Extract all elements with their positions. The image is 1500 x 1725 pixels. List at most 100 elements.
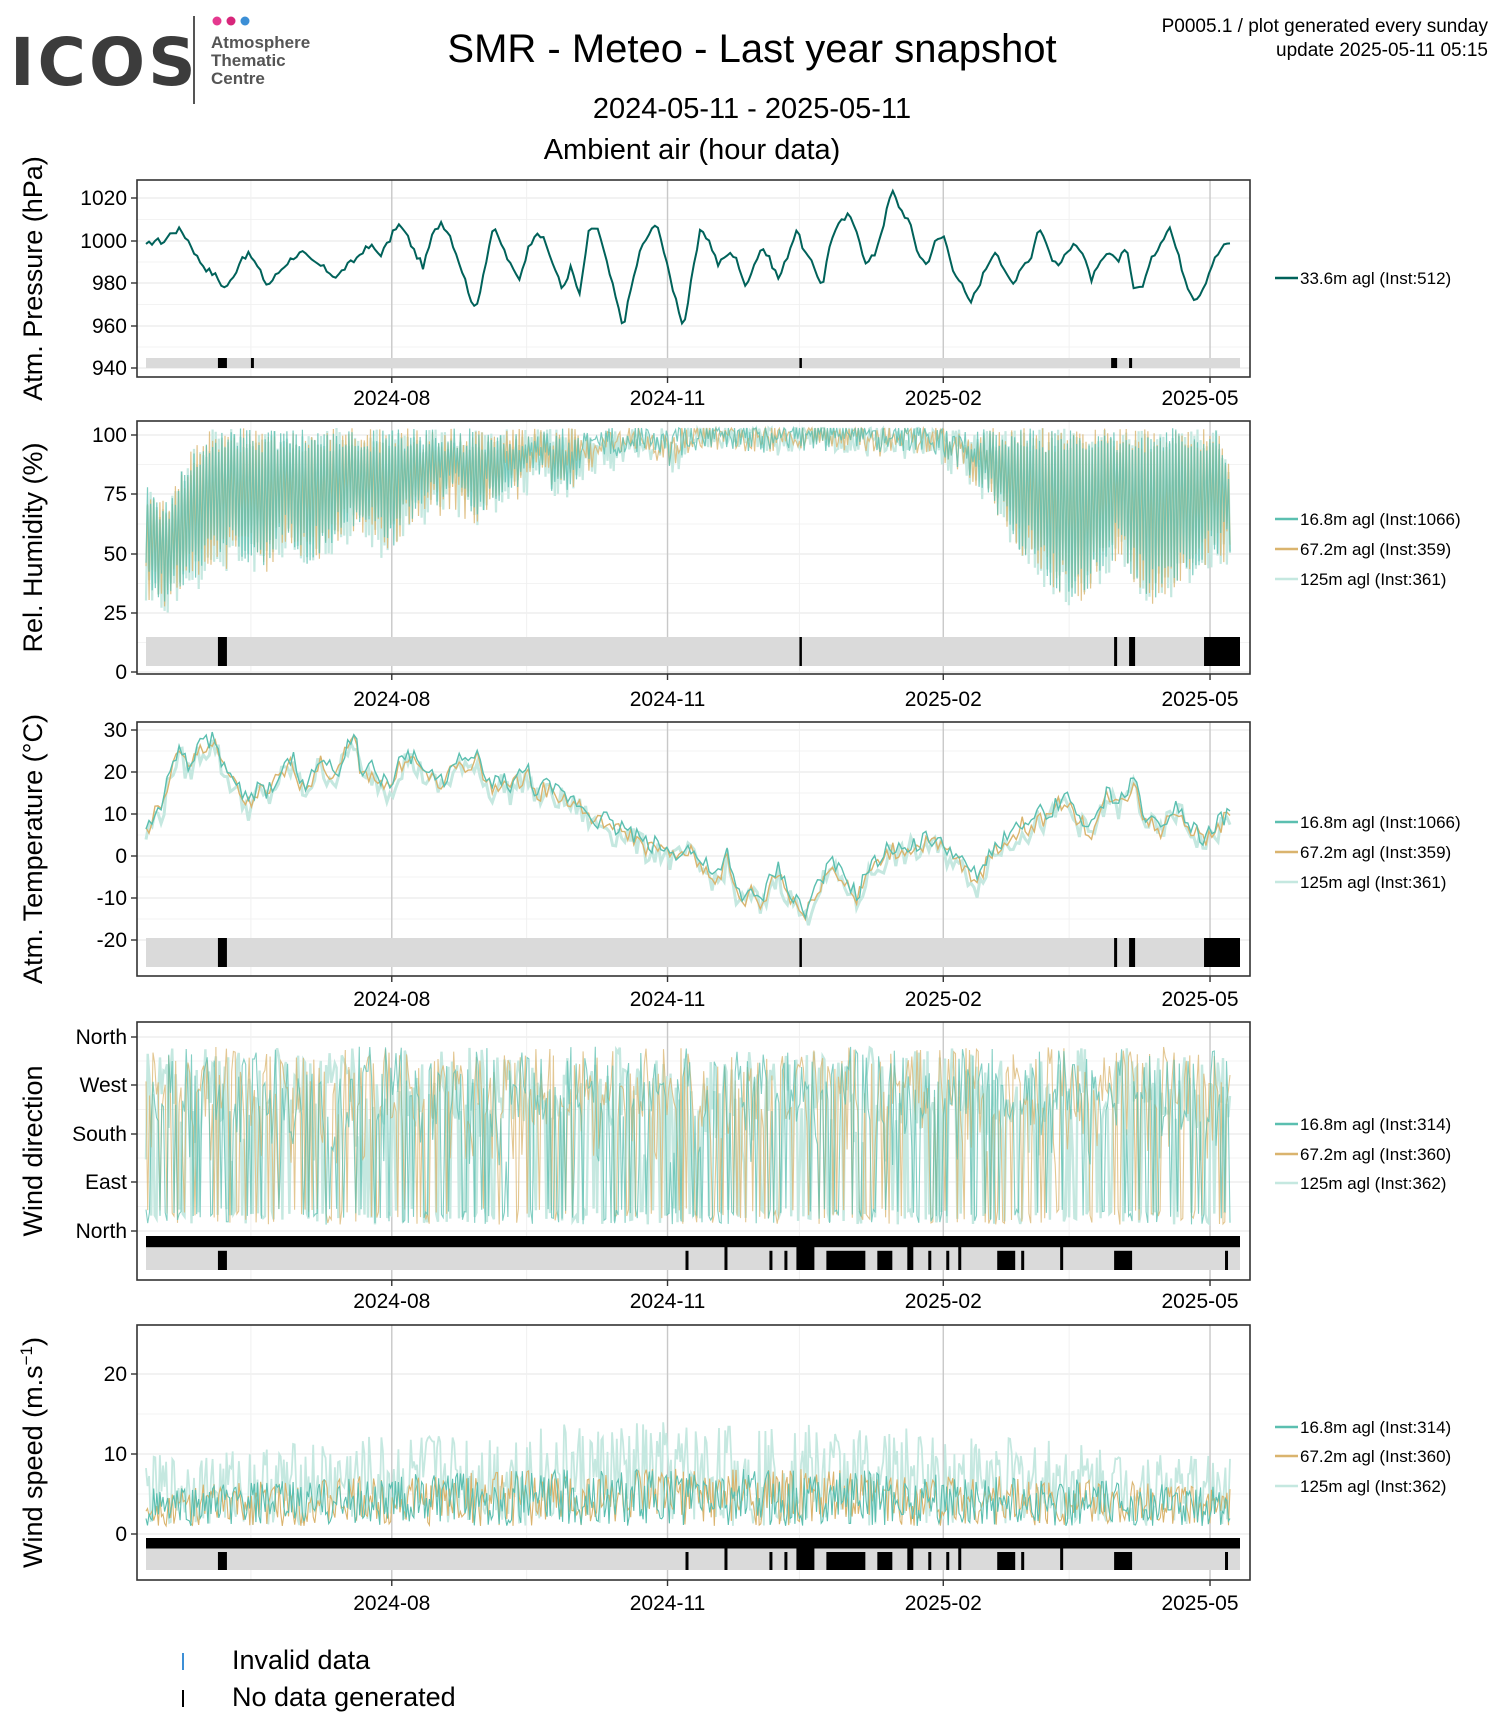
y-axis-label: Wind direction bbox=[18, 1065, 48, 1236]
no-data-mark bbox=[217, 1552, 227, 1570]
x-tick-label: 2024-11 bbox=[630, 1290, 706, 1313]
x-tick-label: 2024-08 bbox=[353, 1592, 430, 1615]
y-tick-label: 10 bbox=[104, 803, 127, 826]
y-tick-label: 20 bbox=[104, 761, 127, 784]
x-tick-label: 2025-02 bbox=[905, 688, 982, 711]
legend-label: 125m agl (Inst:362) bbox=[1300, 1174, 1446, 1193]
y-tick-label: 0 bbox=[115, 845, 127, 868]
no-data-mark bbox=[826, 1250, 866, 1270]
panel-1: 1020 1000 980 960 940 2024-08 2024-11 2025-02 20… bbox=[18, 156, 1451, 410]
logo-dot-icon bbox=[226, 16, 236, 26]
logo-line3: Centre bbox=[211, 69, 265, 88]
legend-label: 125m agl (Inst:362) bbox=[1300, 1477, 1446, 1496]
no-data-mark bbox=[1114, 1250, 1133, 1270]
no-data-mark bbox=[146, 1236, 1240, 1248]
no-data-mark bbox=[1204, 938, 1240, 967]
y-tick-label: 30 bbox=[104, 719, 127, 742]
series-line-temperature-s16 bbox=[145, 731, 1231, 921]
chart-title: SMR - Meteo - Last year snapshot bbox=[447, 27, 1056, 71]
no-data-mark bbox=[796, 1540, 815, 1570]
no-data-mark bbox=[799, 358, 802, 368]
logo-divider bbox=[193, 16, 195, 104]
y-tick-label: 960 bbox=[92, 315, 127, 338]
no-data-mark bbox=[1114, 938, 1118, 967]
series-line-temperature-s67 bbox=[145, 733, 1231, 922]
x-tick-label: 2025-02 bbox=[905, 1592, 982, 1615]
no-data-mark bbox=[997, 1552, 1016, 1570]
invalid-data-label: Invalid data bbox=[232, 1645, 371, 1675]
y-tick-label: 25 bbox=[104, 602, 127, 625]
status-band bbox=[146, 358, 1240, 368]
panel-5: 20 10 0 2024-08 2024-11 2025-02 2025-05 Wind sp… bbox=[17, 1324, 1451, 1615]
series-line-windspeed-s16 bbox=[145, 1468, 1231, 1526]
panel-4: North West South East North 2024-08 2024-11 202… bbox=[18, 1021, 1451, 1313]
meta-line1: P0005.1 / plot generated every sunday bbox=[1162, 16, 1489, 37]
no-data-mark bbox=[1225, 1250, 1229, 1270]
no-data-mark bbox=[958, 1540, 962, 1570]
series-line-winddir-s125 bbox=[144, 1045, 1232, 1227]
series-line-windspeed-s67 bbox=[145, 1468, 1231, 1528]
y-tick-label: West bbox=[80, 1074, 128, 1097]
logo-dot-icon bbox=[212, 16, 222, 26]
no-data-mark bbox=[907, 1238, 914, 1270]
x-tick-label: 2025-05 bbox=[1161, 387, 1238, 410]
series-line-windspeed-s125 bbox=[145, 1422, 1231, 1526]
no-data-mark bbox=[946, 1250, 950, 1270]
meta-line2: update 2025-05-11 05:15 bbox=[1276, 40, 1488, 61]
chart-subtitle: Ambient air (hour data) bbox=[544, 134, 841, 166]
x-tick-label: 2024-11 bbox=[630, 688, 706, 711]
y-tick-label: 940 bbox=[92, 357, 127, 380]
panel-frame bbox=[136, 179, 1251, 378]
x-tick-label: 2024-11 bbox=[630, 1592, 706, 1615]
y-tick-label: -20 bbox=[97, 929, 127, 952]
logo-dot-icon bbox=[240, 16, 250, 26]
no-data-mark bbox=[217, 938, 227, 967]
series-line-winddir-s16 bbox=[145, 1046, 1231, 1225]
y-tick-label: -10 bbox=[97, 887, 127, 910]
no-data-mark bbox=[1111, 358, 1118, 368]
date-range: 2024-05-11 - 2025-05-11 bbox=[593, 93, 911, 125]
legend-label: 16.8m agl (Inst:314) bbox=[1300, 1418, 1451, 1437]
no-data-mark bbox=[250, 358, 254, 368]
legend-label: 67.2m agl (Inst:359) bbox=[1300, 843, 1451, 862]
x-tick-label: 2025-05 bbox=[1161, 1592, 1238, 1615]
y-tick-label: 0 bbox=[115, 661, 127, 684]
y-tick-label: 980 bbox=[92, 272, 127, 295]
y-tick-label: 100 bbox=[92, 424, 127, 447]
x-tick-label: 2024-08 bbox=[353, 988, 430, 1011]
y-axis-label: Rel. Humidity (%) bbox=[18, 442, 48, 652]
no-data-label: No data generated bbox=[232, 1682, 456, 1712]
no-data-mark bbox=[1225, 1552, 1229, 1570]
no-data-mark bbox=[1021, 1250, 1025, 1270]
y-tick-label: North bbox=[76, 1026, 127, 1049]
x-tick-label: 2025-02 bbox=[905, 387, 982, 410]
y-tick-label: South bbox=[72, 1123, 127, 1146]
x-tick-label: 2024-11 bbox=[630, 387, 706, 410]
logo-line2: Thematic bbox=[211, 51, 286, 70]
status-band bbox=[146, 637, 1240, 666]
invalid-data-swatch bbox=[182, 1653, 184, 1670]
legend-label: 16.8m agl (Inst:314) bbox=[1300, 1115, 1451, 1134]
legend-label: 16.8m agl (Inst:1066) bbox=[1300, 510, 1461, 529]
no-data-swatch bbox=[182, 1690, 184, 1707]
no-data-mark bbox=[784, 1250, 788, 1270]
bottom-legend: Invalid data No data generated bbox=[182, 1645, 456, 1712]
panel-frame bbox=[136, 1324, 1251, 1581]
no-data-mark bbox=[217, 358, 227, 368]
legend-label: 125m agl (Inst:361) bbox=[1300, 570, 1446, 589]
y-axis-label: Wind speed (m.s−1) bbox=[17, 1337, 48, 1568]
panel-3: 30 20 10 0 -10 -20 2024-08 2024-11 2025-02 2025-0… bbox=[18, 714, 1461, 1011]
legend-label: 16.8m agl (Inst:1066) bbox=[1300, 813, 1461, 832]
no-data-mark bbox=[997, 1250, 1016, 1270]
no-data-mark bbox=[946, 1552, 950, 1570]
no-data-mark bbox=[769, 1250, 773, 1270]
y-tick-label: East bbox=[85, 1171, 127, 1194]
no-data-mark bbox=[1021, 1552, 1025, 1570]
no-data-mark bbox=[146, 1538, 1240, 1549]
no-data-mark bbox=[724, 1238, 728, 1270]
no-data-mark bbox=[784, 1552, 788, 1570]
no-data-mark bbox=[1129, 938, 1136, 967]
x-tick-label: 2024-08 bbox=[353, 387, 430, 410]
no-data-mark bbox=[958, 1238, 962, 1270]
